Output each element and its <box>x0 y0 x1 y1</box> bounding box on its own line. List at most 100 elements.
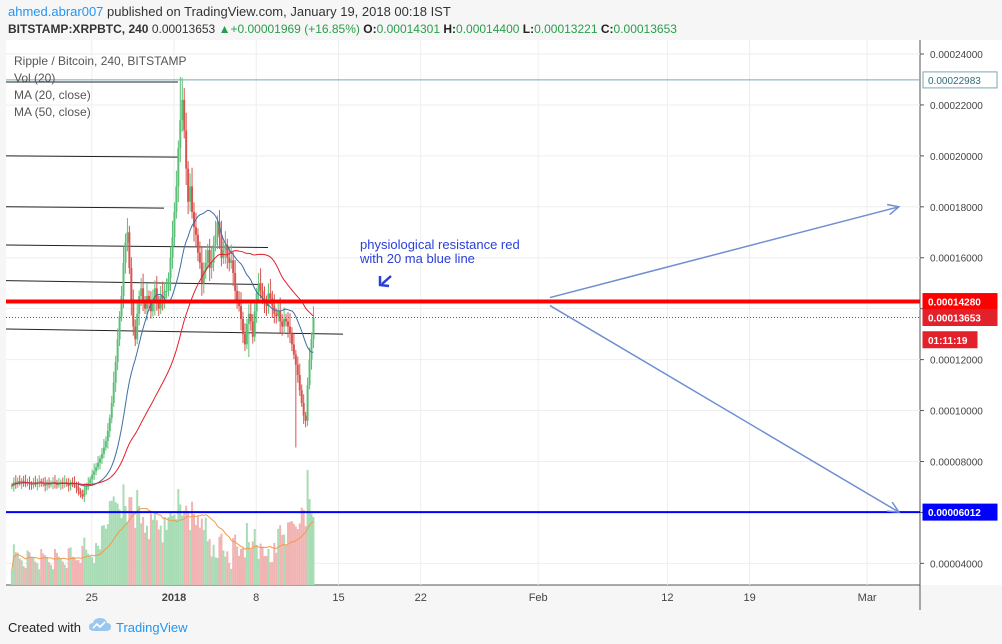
volume-bar <box>99 549 102 585</box>
volume-bar <box>104 528 107 585</box>
volume-bar <box>73 557 76 585</box>
candle-up <box>169 257 172 279</box>
candle-down <box>241 318 244 335</box>
volume-bar <box>277 528 280 585</box>
candle-down <box>130 267 133 304</box>
bearish-projection-arrow-head <box>886 501 901 513</box>
volume-bar <box>304 526 307 585</box>
volume-bar <box>144 532 147 585</box>
candle-up <box>118 316 121 340</box>
legend-ma50[interactable]: MA (50, close) <box>14 105 91 119</box>
author-link[interactable]: ahmed.abrar007 <box>8 4 104 19</box>
candle-up <box>283 318 286 327</box>
legend-title[interactable]: Ripple / Bitcoin, 240, BITSTAMP <box>14 54 187 68</box>
legend-vol[interactable]: Vol (20) <box>14 71 56 85</box>
legend-ma20[interactable]: MA (20, close) <box>14 88 91 102</box>
high-key: H: <box>443 22 457 36</box>
candle-up <box>99 458 102 463</box>
candle-down <box>144 303 147 309</box>
candle-down <box>183 99 186 131</box>
volume-bar <box>138 505 141 585</box>
candle-up <box>104 441 107 448</box>
candle-down <box>185 130 188 169</box>
volume-bar <box>30 556 33 585</box>
candle-up <box>306 385 309 421</box>
volume-bar <box>214 557 217 585</box>
candle-up <box>153 288 156 304</box>
candle-down <box>34 482 37 485</box>
candle-up <box>16 481 19 484</box>
tradingview-link[interactable]: TradingView <box>116 620 188 635</box>
candle-down <box>269 293 272 299</box>
volume-bar <box>169 511 172 585</box>
candle-down <box>77 487 80 491</box>
price-label-box <box>922 309 998 327</box>
candle-down <box>191 186 194 212</box>
volume-bar <box>228 562 231 585</box>
volume-bar <box>224 556 227 585</box>
volume-bar <box>91 557 94 585</box>
bullish-projection-arrow-head <box>886 203 901 216</box>
candle-up <box>312 317 315 340</box>
volume-bar <box>44 555 47 585</box>
close-value: 0.00013653 <box>613 22 677 36</box>
trend-line <box>5 244 269 249</box>
candle-up <box>245 323 248 345</box>
volume-bar <box>269 562 272 585</box>
candle-down <box>226 245 229 258</box>
volume-bar <box>194 524 197 585</box>
candle-down <box>285 318 288 322</box>
candle-up <box>175 186 178 212</box>
volume-bar <box>100 525 103 585</box>
bullish-projection-arrow <box>549 206 900 299</box>
candle-up <box>257 283 260 294</box>
trend-line <box>5 155 179 158</box>
volume-bar <box>157 529 160 585</box>
volume-bar <box>185 505 188 585</box>
candle-up <box>69 482 72 486</box>
volume-bar <box>247 542 250 585</box>
price-label-text: 0.00013653 <box>928 314 981 325</box>
volume-bar <box>77 559 80 585</box>
candle-down <box>208 250 211 268</box>
candle-up <box>110 402 113 419</box>
candle-up <box>10 485 13 487</box>
chart-area[interactable]: 0.000040000.000060000.000080000.00010000… <box>5 40 1002 610</box>
volume-bar <box>65 567 68 585</box>
candle-down <box>128 232 131 268</box>
y-tick-label: 0.00010000 <box>930 407 983 418</box>
y-tick-label: 0.00018000 <box>930 203 983 214</box>
volume-bar <box>12 544 15 585</box>
volume-bar <box>281 534 284 585</box>
volume-bar <box>75 560 78 585</box>
last-price: 0.00013653 <box>151 22 216 36</box>
candle-down <box>81 494 84 497</box>
volume-bar <box>183 510 186 585</box>
annotation-arrow <box>378 275 392 288</box>
volume-bar <box>288 521 291 585</box>
volume-bar <box>275 552 278 585</box>
price-chart[interactable]: 0.000040000.000060000.000080000.00010000… <box>5 40 1002 610</box>
volume-bar <box>161 542 164 585</box>
volume-bar <box>238 555 241 585</box>
candle-up <box>124 242 127 263</box>
volume-bar <box>263 556 266 585</box>
candle-up <box>173 211 176 238</box>
volume-bar <box>175 519 178 585</box>
candle-up <box>165 290 168 292</box>
candle-up <box>230 260 233 263</box>
volume-bar <box>290 521 293 585</box>
candle-up <box>114 362 117 383</box>
volume-bar <box>151 519 154 585</box>
candle-down <box>294 354 297 365</box>
low-key: L: <box>522 22 535 36</box>
volume-bar <box>22 566 25 585</box>
volume-bar <box>257 558 260 585</box>
tradingview-cloud-icon[interactable] <box>88 617 112 633</box>
volume-bar <box>134 527 137 585</box>
candle-up <box>97 462 100 468</box>
candle-up <box>210 262 213 268</box>
candle-up <box>95 467 98 472</box>
annotation-line-1: physiological resistance red <box>360 237 520 252</box>
volume-bar <box>63 564 66 585</box>
